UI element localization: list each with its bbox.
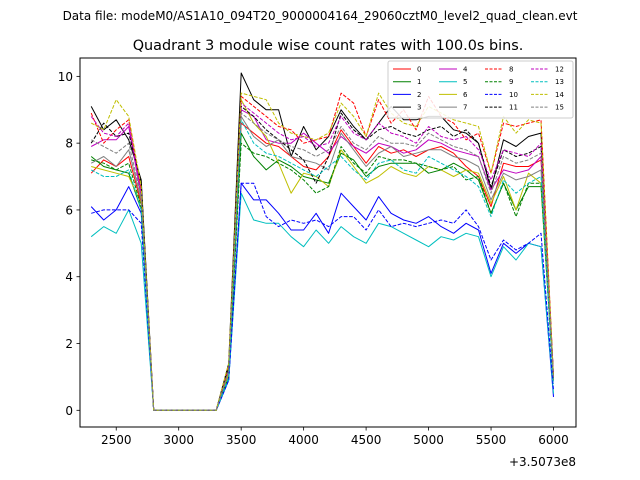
plot-lines: [90, 72, 554, 411]
x-tick-label: 4000: [288, 433, 319, 447]
y-axis: 0 2 4 6 8 10: [58, 70, 80, 418]
series-line-7: [90, 115, 554, 411]
legend-label-3: 3: [417, 104, 421, 112]
x-axis: 2500 3000 3500 4000 4500 5000 5500 6000: [101, 427, 569, 447]
series-line-2: [90, 182, 554, 411]
series-line-11: [90, 105, 554, 411]
x-tick-label: 5000: [413, 433, 444, 447]
y-tick-label: 2: [65, 337, 73, 351]
legend-label-0: 0: [417, 66, 421, 74]
legend-label-5: 5: [463, 78, 467, 86]
legend-label-6: 6: [463, 91, 468, 99]
figure-suptitle: Data file: modeM0/AS1A10_094T20_90000041…: [63, 9, 578, 23]
legend-label-4: 4: [463, 66, 468, 74]
x-tick-label: 6000: [538, 433, 569, 447]
legend-label-13: 13: [555, 78, 564, 86]
y-tick-label: 10: [58, 70, 73, 84]
series-line-9: [91, 142, 554, 411]
legend-label-8: 8: [509, 66, 513, 74]
legend-label-10: 10: [509, 91, 518, 99]
series-line-14: [90, 92, 554, 411]
legend-label-7: 7: [463, 104, 467, 112]
legend-box: [387, 60, 574, 119]
series-line-5: [90, 192, 554, 411]
chart-title: Quadrant 3 module wise count rates with …: [133, 38, 524, 54]
x-tick-label: 5500: [476, 433, 507, 447]
y-tick-label: 0: [65, 404, 73, 418]
legend-label-9: 9: [509, 78, 513, 86]
legend-label-1: 1: [417, 78, 421, 86]
series-line-15: [90, 112, 554, 411]
series-line-4: [90, 109, 554, 411]
y-tick-label: 4: [65, 270, 73, 284]
series-line-1: [90, 132, 554, 411]
axes-frame: [79, 57, 577, 428]
y-tick-label: 8: [65, 137, 73, 151]
series-line-10: [91, 182, 554, 411]
x-tick-label: 2500: [101, 433, 132, 447]
x-axis-offset-label: +3.5073e8: [509, 455, 576, 469]
x-tick-label: 3500: [226, 433, 257, 447]
y-tick-label: 6: [65, 203, 73, 217]
legend-label-14: 14: [555, 91, 564, 99]
legend-label-15: 15: [555, 104, 564, 112]
legend-label-2: 2: [417, 91, 421, 99]
x-tick-label: 4500: [351, 433, 382, 447]
legend-label-12: 12: [555, 66, 564, 74]
series-line-8: [90, 92, 554, 411]
x-tick-label: 3000: [163, 433, 194, 447]
legend-label-11: 11: [509, 104, 518, 112]
